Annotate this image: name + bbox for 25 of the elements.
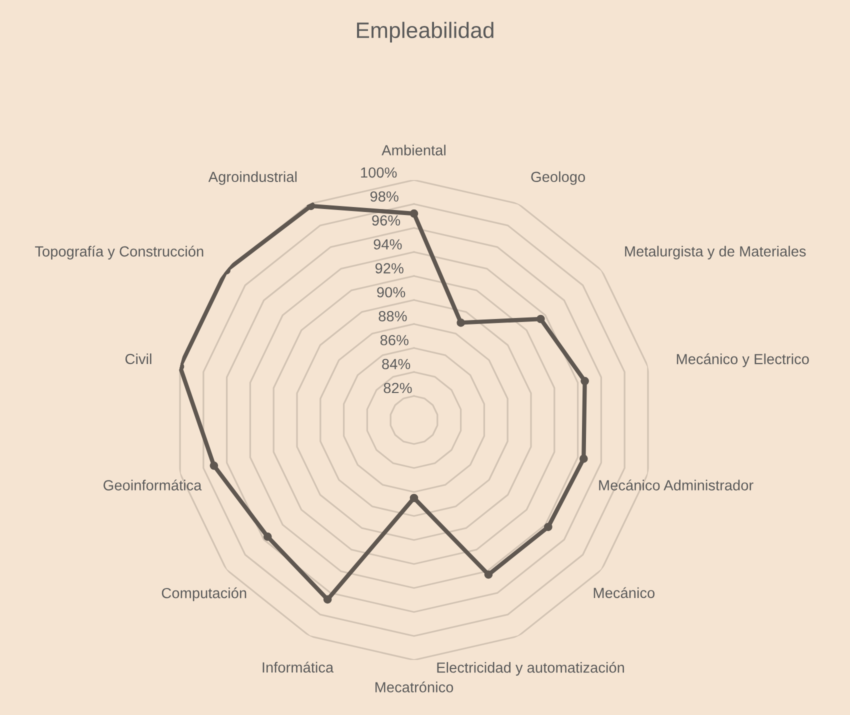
spoke-label: Mecánico Administrador [599,480,754,490]
spoke-label: Geologo [531,171,586,185]
spoke-label: Agroindustrial [208,171,297,185]
y-tick-label: 96% [372,215,400,226]
y-tick-label: 90% [377,287,406,298]
spoke-label: Mecánico [594,587,654,598]
y-tick-label: 86% [380,334,408,346]
spoke-label: Mecatrónico [375,682,454,692]
spoke-label: Topografía y Construcción [35,246,204,260]
spoke-label: Computación [162,587,246,602]
y-tick-label: 84% [382,358,410,370]
spoke-label: Metalurgista y de Materiales [625,246,806,260]
spoke-label: Informática [262,662,334,673]
spoke-label: Ambiental [382,144,446,156]
spoke-label: Electricidad y automatización [437,662,624,676]
y-tick-label: 88% [378,311,407,322]
spoke-label: Civil [125,353,152,364]
y-tick-label: 92% [375,263,404,274]
spoke-label: Geoinformática [104,480,202,490]
chart-title: Empleabilidad [357,22,494,43]
y-tick-label: 94% [374,239,402,250]
spoke-label: Mecánico y Electrico [676,353,809,368]
y-tick-label: 100% [361,167,397,178]
y-tick-label: 98% [370,191,398,202]
y-tick-label: 82% [384,382,412,394]
